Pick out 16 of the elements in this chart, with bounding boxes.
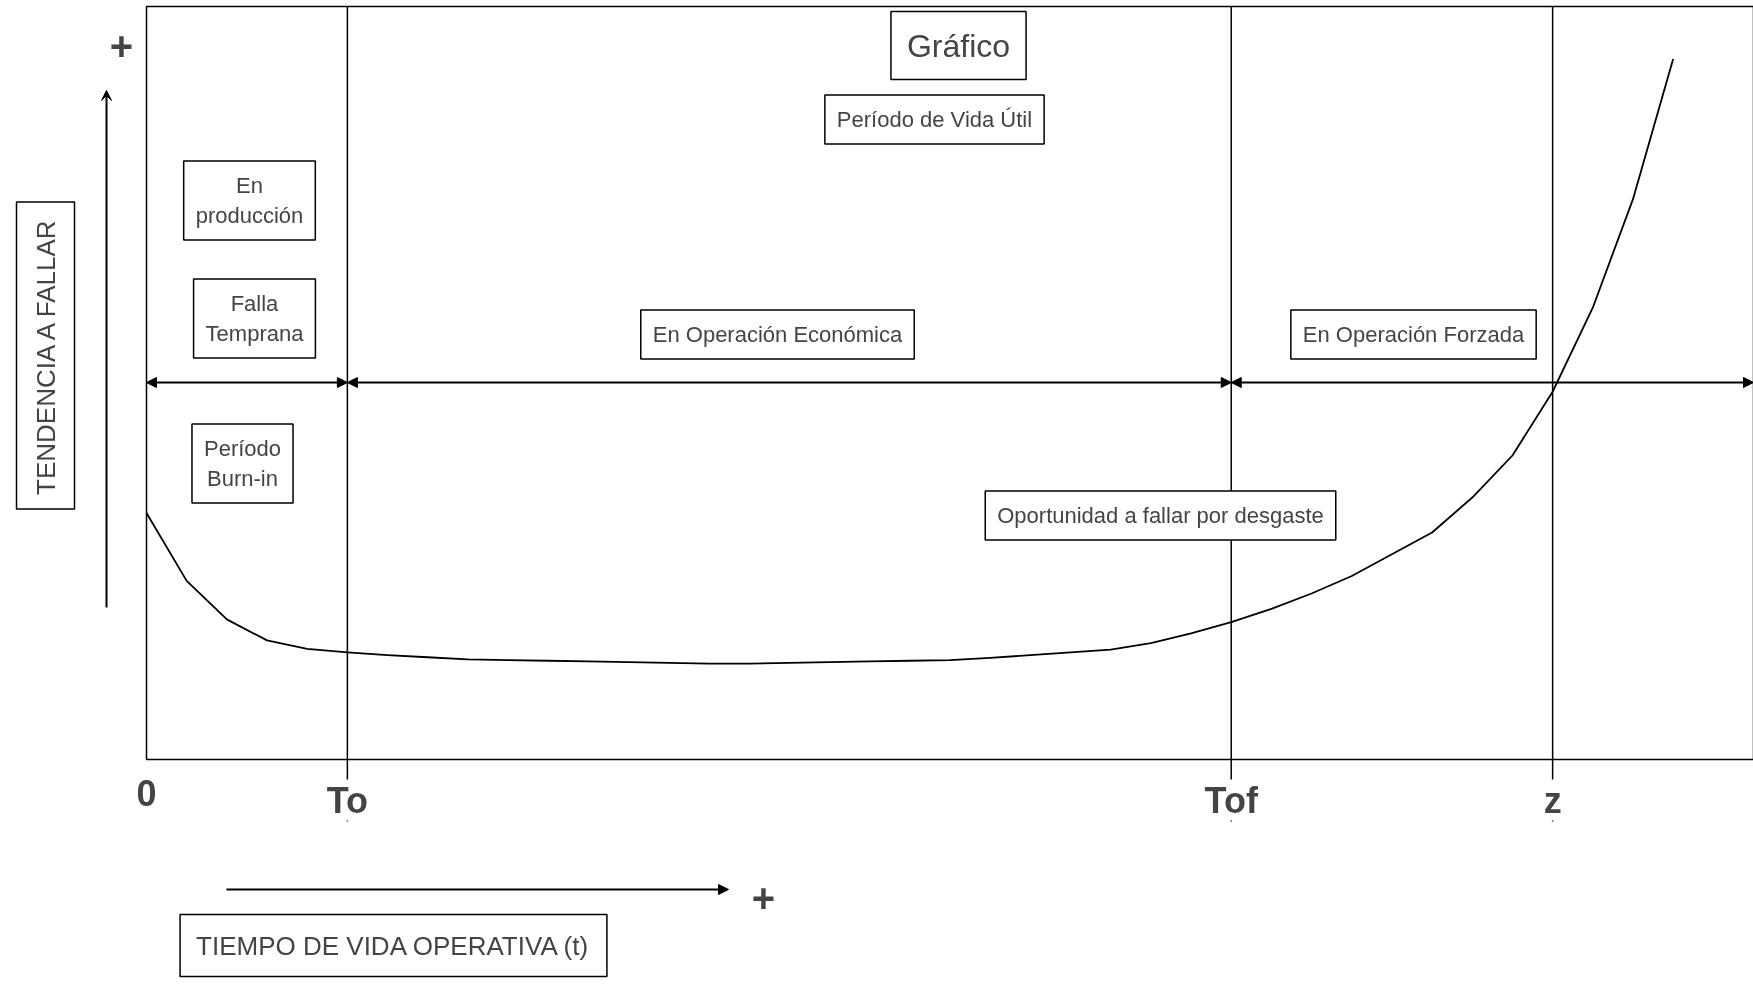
x-tick-label: Tof xyxy=(1204,779,1259,821)
x-tick-label: To xyxy=(326,779,369,821)
chart-title: Gráfico xyxy=(906,27,1011,64)
x-tick-label: z xyxy=(1543,779,1562,821)
annotation: En producción xyxy=(195,173,304,228)
x-axis-title: TIEMPO DE VIDA OPERATIVA (t) xyxy=(196,930,589,961)
text: + xyxy=(751,875,776,920)
y-axis-title: TENDENCIA A FALLAR xyxy=(30,220,61,495)
text: Período de Vida Útil xyxy=(836,107,1033,132)
annotation: En Operación Económica xyxy=(652,322,903,347)
annotation: Oportunidad a fallar por desgaste xyxy=(997,503,1324,528)
annotation: Falla Temprana xyxy=(205,291,305,346)
x-tick-label: 0 xyxy=(136,772,157,814)
annotation: Período Burn-in xyxy=(203,436,282,491)
annotation: En Operación Forzada xyxy=(1302,322,1525,347)
text: + xyxy=(109,23,134,68)
